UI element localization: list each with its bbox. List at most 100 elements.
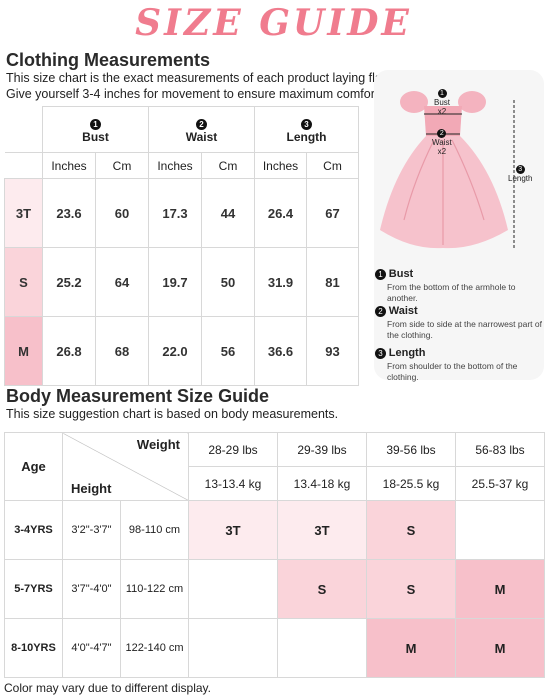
size-cell: S — [366, 500, 456, 560]
length-diagram-label: Length — [508, 174, 533, 183]
unit-cm: Cm — [95, 152, 149, 179]
number-3-icon: 3 — [375, 348, 386, 359]
cell: 44 — [201, 178, 255, 248]
cell: 93 — [306, 316, 359, 386]
size-cell: S — [277, 559, 367, 619]
cell: 31.9 — [254, 247, 307, 317]
col-length-label: Length — [286, 129, 327, 144]
waist-multiplier: x2 — [437, 147, 447, 156]
kg-col: 18-25.5 kg — [366, 466, 456, 501]
table-row: 8-10YRS 4'0"-4'7" 122-140 cm M M — [4, 618, 545, 678]
size-label: 3T — [4, 178, 43, 248]
corner-cell — [4, 106, 43, 153]
col-bust: 1 Bust — [42, 106, 149, 153]
dress-illustration — [380, 91, 515, 249]
height-ft-cell: 3'7"-4'0" — [62, 559, 121, 619]
cell: 68 — [95, 316, 149, 386]
cell: 23.6 — [42, 178, 96, 248]
table-row: 3T 23.6 60 17.3 44 26.4 67 — [4, 178, 359, 248]
waist-diagram-label: Waist — [432, 138, 452, 147]
skirt-folds — [403, 139, 485, 245]
number-2-icon: 2 — [375, 306, 386, 317]
cell: 67 — [306, 178, 359, 248]
body-size-table: Age Weight Height 28-29 lbs 29-39 lbs 39… — [4, 432, 545, 678]
skirt — [380, 136, 508, 249]
cell: 50 — [201, 247, 255, 317]
clothing-heading: Clothing Measurements — [6, 50, 211, 70]
clothing-size-table: 1 Bust 2 Waist 3 Length Inches Cm Inches… — [4, 106, 359, 386]
weight-height-header: Weight Height — [62, 432, 189, 501]
size-cell: 3T — [277, 500, 367, 560]
left-sleeve — [400, 91, 428, 113]
cell: 64 — [95, 247, 149, 317]
size-cell: S — [366, 559, 456, 619]
size-cell — [455, 500, 545, 560]
cell: 36.6 — [254, 316, 307, 386]
length-marker: 3 Length — [508, 164, 532, 184]
footer-note: Color may vary due to different display. — [4, 681, 211, 695]
size-cell — [188, 559, 278, 619]
kg-col: 25.5-37 kg — [455, 466, 545, 501]
height-ft-cell: 3'2"-3'7" — [62, 500, 121, 560]
size-cell: M — [455, 559, 545, 619]
cell: 81 — [306, 247, 359, 317]
height-cm-cell: 98-110 cm — [120, 500, 189, 560]
table-row: S 25.2 64 19.7 50 31.9 81 — [4, 247, 359, 317]
cell: 19.7 — [148, 247, 202, 317]
size-cell: 3T — [188, 500, 278, 560]
definition-text: From side to side at the narrowest part … — [387, 319, 542, 340]
bust-multiplier: x2 — [437, 107, 447, 116]
page-title: SIZE GUIDE — [135, 2, 412, 44]
height-header: Height — [71, 481, 112, 496]
unit-inches: Inches — [254, 152, 307, 179]
table-row: 3-4YRS 3'2"-3'7" 98-110 cm 3T 3T S — [4, 500, 545, 560]
age-cell: 8-10YRS — [4, 618, 63, 678]
corner-cell — [4, 152, 43, 179]
height-ft-cell: 4'0"-4'7" — [62, 618, 121, 678]
number-1-icon: 1 — [437, 89, 447, 98]
weight-col: 29-39 lbs — [277, 432, 367, 467]
weight-col: 28-29 lbs — [188, 432, 278, 467]
unit-inches: Inches — [42, 152, 96, 179]
col-length: 3 Length — [254, 106, 359, 153]
unit-cm: Cm — [201, 152, 255, 179]
size-cell — [277, 618, 367, 678]
cell: 26.4 — [254, 178, 307, 248]
table-row: 5-7YRS 3'7"-4'0" 110-122 cm S S M — [4, 559, 545, 619]
definition-term: Waist — [388, 305, 418, 317]
unit-inches: Inches — [148, 152, 202, 179]
bust-diagram-label: Bust — [434, 98, 451, 107]
age-header: Age — [4, 432, 63, 501]
kg-col: 13-13.4 kg — [188, 466, 278, 501]
bust-marker: 1 Bust x2 — [434, 88, 450, 116]
cell: 17.3 — [148, 178, 202, 248]
height-cm-cell: 122-140 cm — [120, 618, 189, 678]
number-2-icon: 2 — [437, 129, 447, 138]
age-cell: 5-7YRS — [4, 559, 63, 619]
number-1-icon: 1 — [90, 118, 101, 130]
definition-term: Bust — [388, 268, 414, 280]
unit-cm: Cm — [306, 152, 359, 179]
col-waist-label: Waist — [185, 129, 218, 144]
definition-waist: 2 Waist From side to side at the narrowe… — [375, 305, 545, 341]
cell: 56 — [201, 316, 255, 386]
table-row: M 26.8 68 22.0 56 36.6 93 — [4, 316, 359, 386]
number-3-icon: 3 — [515, 165, 525, 174]
kg-col: 13.4-18 kg — [277, 466, 367, 501]
cell: 25.2 — [42, 247, 96, 317]
waist-marker: 2 Waist x2 — [432, 128, 452, 156]
size-label: S — [4, 247, 43, 317]
definition-length: 3 Length From shoulder to the bottom of … — [375, 347, 545, 383]
clothing-desc-1: This size chart is the exact measurement… — [6, 71, 389, 85]
right-sleeve — [458, 91, 486, 113]
definition-text: From the bottom of the armhole to anothe… — [387, 282, 516, 303]
dress-diagram-panel: 1 Bust x2 2 Waist x2 3 Length — [374, 70, 544, 380]
col-waist: 2 Waist — [148, 106, 255, 153]
cell: 26.8 — [42, 316, 96, 386]
clothing-desc-2: Give yourself 3-4 inches for movement to… — [6, 87, 382, 101]
body-heading: Body Measurement Size Guide — [6, 386, 270, 406]
size-label: M — [4, 316, 43, 386]
weight-header: Weight — [136, 437, 180, 452]
definition-text: From shoulder to the bottom of the cloth… — [387, 361, 518, 382]
body-desc: This size suggestion chart is based on b… — [6, 407, 339, 421]
